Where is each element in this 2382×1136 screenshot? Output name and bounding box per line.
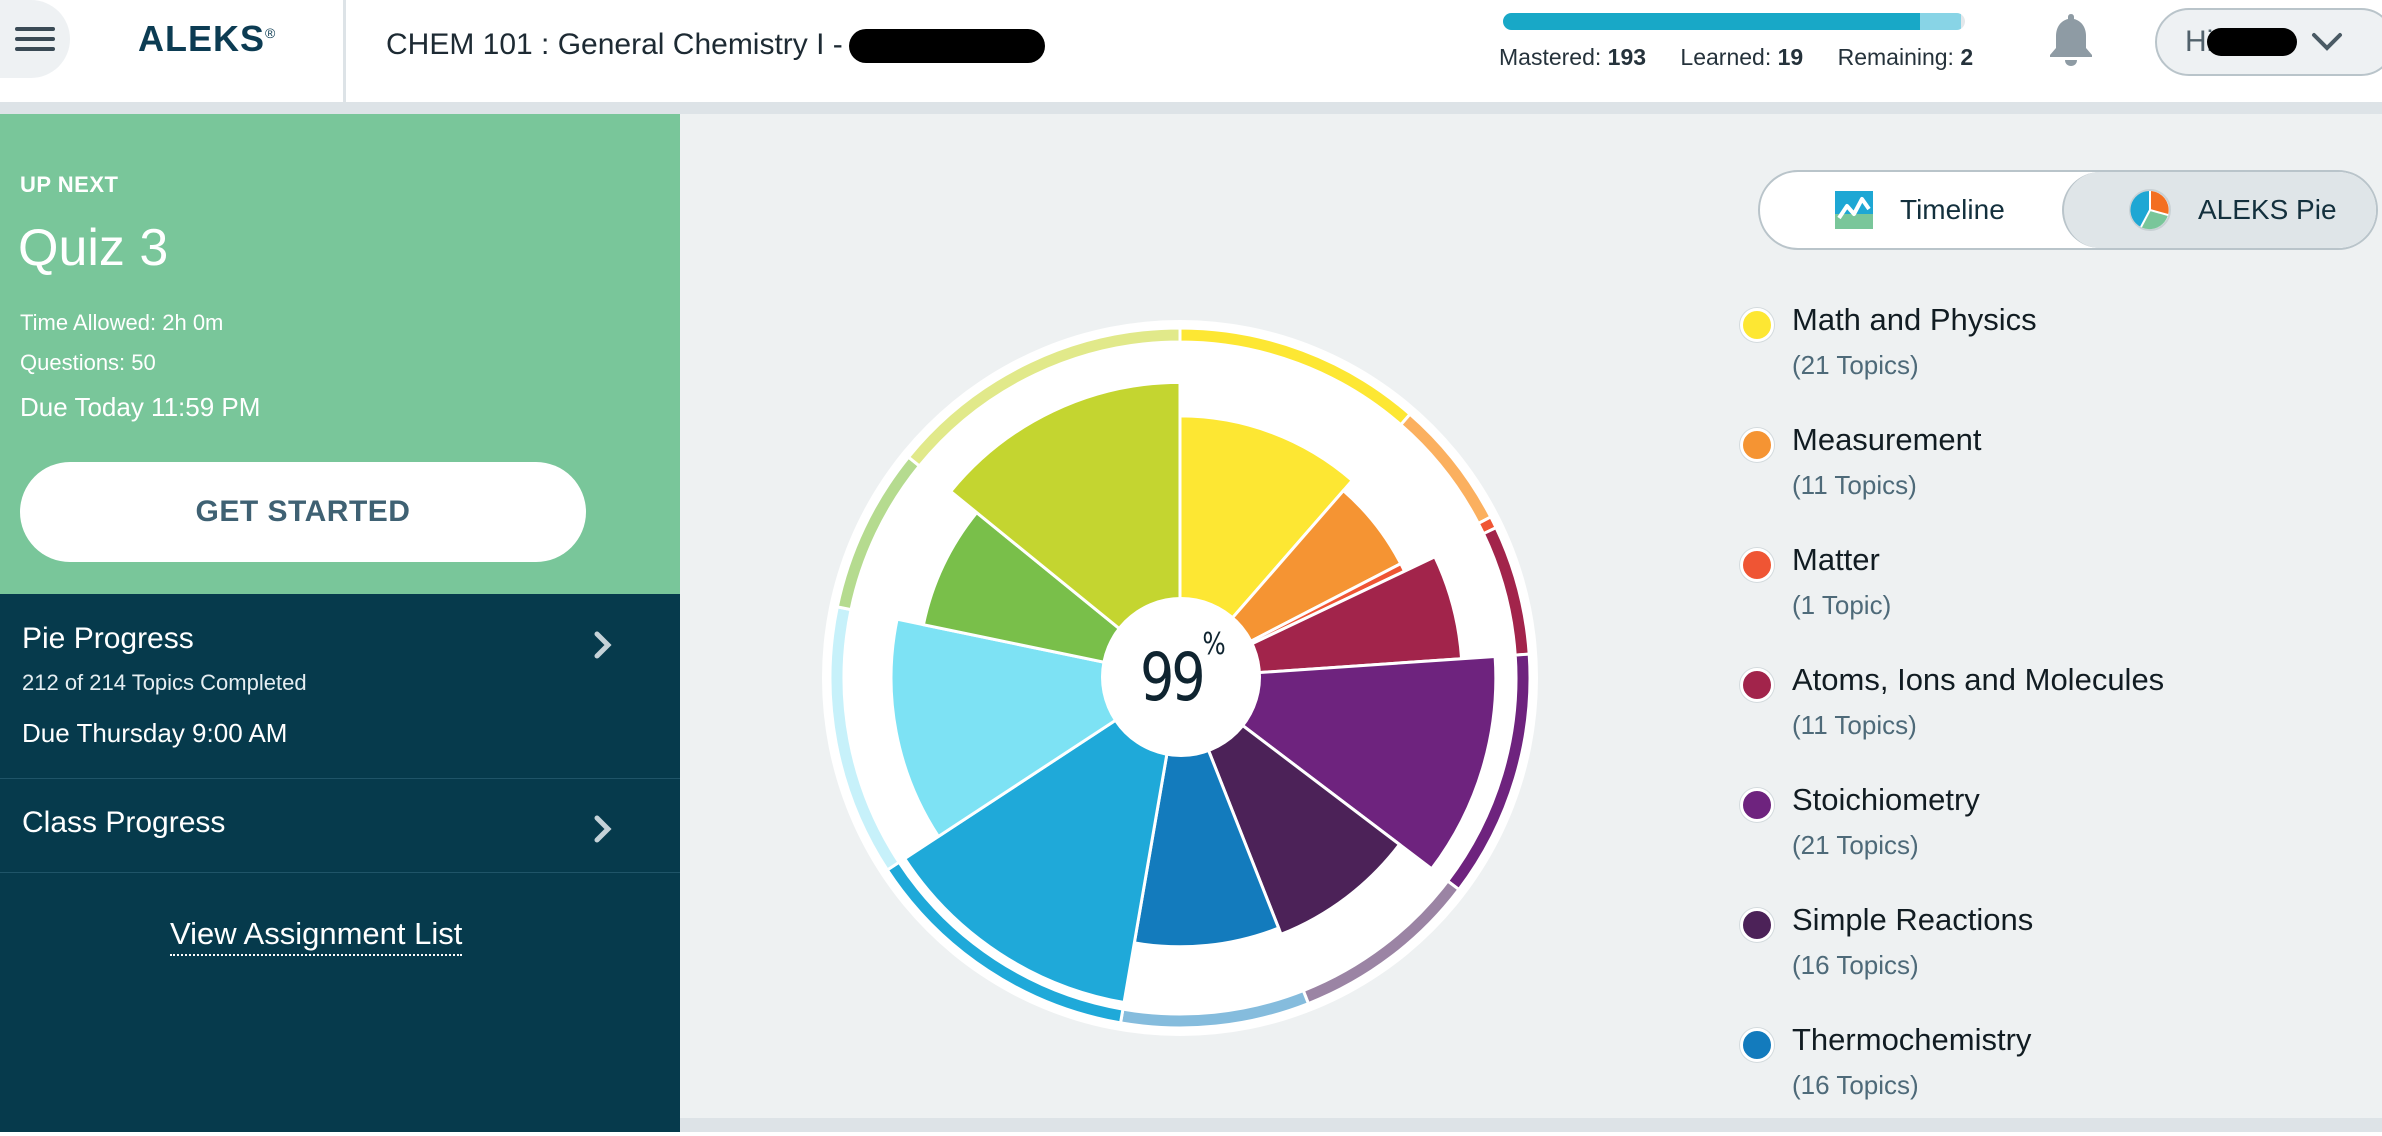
pie-progress-completed: 212 of 214 Topics Completed [22, 670, 307, 695]
legend-topic-name: Matter [1792, 542, 1880, 577]
aleks-logo[interactable]: ALEKS® [138, 18, 277, 59]
pie-slice[interactable] [948, 380, 1182, 682]
chevron-right-icon [594, 631, 612, 659]
redacted-name [848, 29, 1045, 64]
pie-slice[interactable] [1175, 654, 1498, 871]
legend-topic-name: Simple Reactions [1792, 902, 2034, 937]
view-toggle: Timeline ALEKS Pie [1758, 170, 2378, 250]
quiz-due-date: Due Today 11:59 PM [20, 392, 261, 422]
pie-slice[interactable] [902, 674, 1183, 1005]
progress-stats: Mastered: 193 Learned: 19 Remaining: 2 [1499, 44, 2001, 71]
up-next-label: UP NEXT [20, 172, 119, 197]
legend-topic-name: Measurement [1792, 422, 1982, 457]
legend-color-dot [1740, 1028, 1774, 1062]
legend-topic-count: (21 Topics) [1792, 350, 1919, 380]
view-assignment-list-link[interactable]: View Assignment List [170, 916, 463, 956]
user-menu-button[interactable]: Hi [2155, 8, 2382, 76]
legend-item[interactable]: Thermochemistry (16 Topics) [1738, 1022, 2358, 1136]
legend-topic-name: Atoms, Ions and Molecules [1792, 662, 2165, 697]
legend-topic-count: (16 Topics) [1792, 950, 1919, 980]
get-started-button[interactable]: GET STARTED [20, 462, 586, 562]
legend-topic-name: Stoichiometry [1792, 782, 1980, 817]
question-count: Questions: 50 [20, 350, 156, 375]
bell-icon [2050, 14, 2092, 66]
legend-item[interactable]: Simple Reactions (16 Topics) [1738, 902, 2358, 1016]
course-progress-bar [1503, 13, 1965, 30]
pie-progress-item[interactable]: Pie Progress 212 of 214 Topics Completed… [0, 594, 680, 779]
redacted-username [2207, 28, 2298, 56]
progress-mastered-fill [1503, 13, 1920, 30]
pie-progress-due: Due Thursday 9:00 AM [22, 718, 288, 748]
up-next-card: UP NEXT Quiz 3 Time Allowed: 2h 0m Quest… [0, 114, 680, 594]
course-title-text: CHEM 101 : General Chemistry I - [386, 28, 843, 61]
legend-topic-count: (11 Topics) [1792, 710, 1917, 740]
course-title: CHEM 101 : General Chemistry I - [386, 28, 1045, 64]
hamburger-menu-icon [15, 21, 55, 57]
legend-color-dot [1740, 308, 1774, 342]
main-bottom-border [680, 1118, 2382, 1132]
notifications-button[interactable] [2043, 10, 2099, 68]
pie-slice-outer-ring [906, 326, 1182, 469]
legend-color-dot [1740, 788, 1774, 822]
pie-progress-title: Pie Progress [22, 622, 194, 655]
legend-item[interactable]: Stoichiometry (21 Topics) [1738, 782, 2358, 896]
legend-item[interactable]: Atoms, Ions and Molecules (11 Topics) [1738, 662, 2358, 776]
chevron-right-icon [594, 815, 612, 843]
legend-item[interactable]: Math and Physics (21 Topics) [1738, 302, 2358, 416]
legend-topic-name: Thermochemistry [1792, 1022, 2032, 1057]
aleks-pie-tab[interactable]: ALEKS Pie [2062, 172, 2376, 248]
legend-item[interactable]: Measurement (11 Topics) [1738, 422, 2358, 536]
legend-topic-count: (16 Topics) [1792, 1070, 1919, 1100]
legend-color-dot [1740, 908, 1774, 942]
timeline-chart-icon [1835, 191, 1873, 229]
top-header: ALEKS® CHEM 101 : General Chemistry I - … [0, 0, 2382, 114]
legend-topic-name: Math and Physics [1792, 302, 2037, 337]
remaining-stat: Remaining: 2 [1837, 44, 1974, 70]
progress-panel: Pie Progress 212 of 214 Topics Completed… [0, 594, 680, 1132]
timeline-tab[interactable]: Timeline [1760, 172, 2062, 248]
legend-color-dot [1740, 548, 1774, 582]
pie-chart-icon [2129, 189, 2171, 231]
learned-stat: Learned: 19 [1680, 44, 1804, 70]
mastered-stat: Mastered: 193 [1499, 44, 1647, 70]
progress-learned-fill [1919, 13, 1961, 30]
legend-color-dot [1740, 668, 1774, 702]
legend-topic-count: (21 Topics) [1792, 830, 1919, 860]
class-progress-title: Class Progress [22, 806, 226, 839]
pie-percent-value: 99% [1139, 626, 1226, 716]
legend-topic-count: (1 Topic) [1792, 590, 1892, 620]
legend-color-dot [1740, 428, 1774, 462]
time-allowed: Time Allowed: 2h 0m [20, 310, 224, 335]
pie-center-percent: 99% [1101, 597, 1261, 757]
class-progress-item[interactable]: Class Progress [0, 778, 680, 873]
legend-item[interactable]: Matter (1 Topic) [1738, 542, 2358, 656]
legend-topic-count: (11 Topics) [1792, 470, 1917, 500]
aleks-pie-tab-label: ALEKS Pie [2198, 194, 2337, 225]
timeline-tab-label: Timeline [1900, 194, 2005, 225]
quiz-title: Quiz 3 [18, 219, 169, 277]
header-divider [343, 0, 346, 102]
pie-slice[interactable] [1176, 673, 1402, 937]
hamburger-menu-button[interactable] [0, 0, 70, 78]
chevron-down-icon [2312, 33, 2343, 51]
